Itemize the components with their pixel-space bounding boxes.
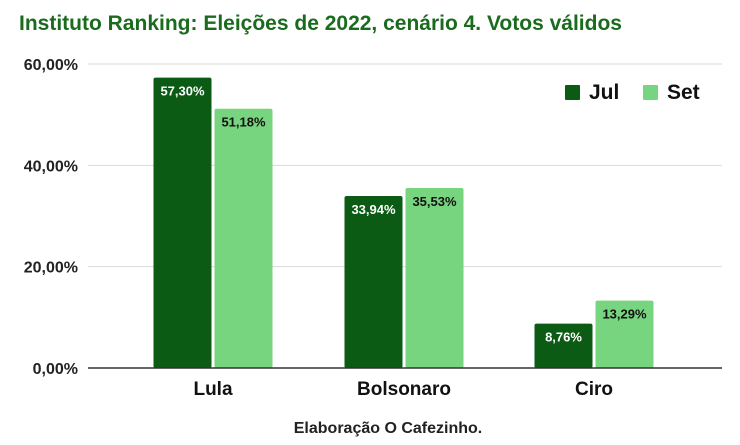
- chart-caption: Elaboração O Cafezinho.: [293, 420, 483, 437]
- legend-label-set: Set: [667, 81, 700, 104]
- bar-jul: [344, 196, 403, 368]
- y-tick-label: 20,00%: [24, 260, 78, 277]
- data-label: 51,18%: [221, 115, 266, 130]
- bar-set: [214, 108, 273, 369]
- legend-swatch-jul: [565, 85, 580, 100]
- bar-set: [405, 187, 464, 368]
- x-tick-label: Ciro: [575, 379, 613, 400]
- legend-swatch-set: [643, 85, 658, 100]
- bar-set: [595, 300, 654, 368]
- data-label: 33,94%: [351, 202, 396, 217]
- x-tick-label: Lula: [193, 379, 232, 400]
- y-tick-label: 60,00%: [24, 57, 78, 74]
- legend-label-jul: Jul: [589, 81, 619, 104]
- y-tick-label: 40,00%: [24, 158, 78, 175]
- chart-title: Instituto Ranking: Eleições de 2022, cen…: [19, 12, 622, 35]
- bar-jul: [534, 323, 593, 368]
- data-label: 35,53%: [412, 194, 457, 209]
- y-tick-label: 0,00%: [33, 361, 78, 378]
- bar-jul: [153, 77, 212, 369]
- data-label: 8,76%: [545, 330, 582, 345]
- data-label: 57,30%: [160, 84, 205, 99]
- data-label: 13,29%: [602, 307, 647, 322]
- x-tick-label: Bolsonaro: [357, 379, 451, 400]
